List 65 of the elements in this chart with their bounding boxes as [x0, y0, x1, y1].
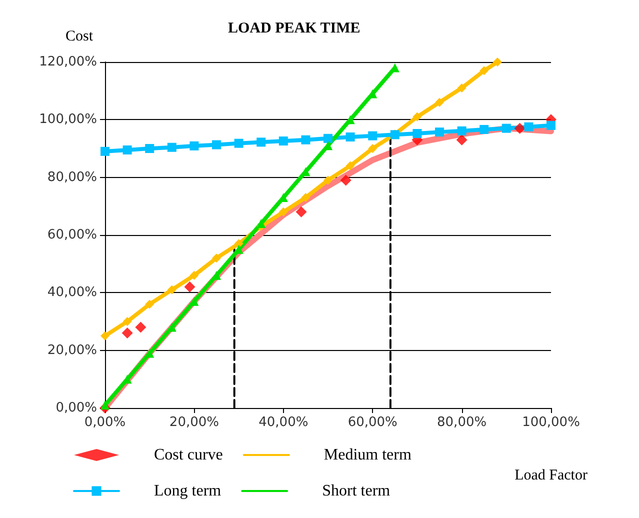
point	[190, 141, 199, 150]
point	[324, 176, 332, 185]
point	[346, 132, 355, 142]
x-axis-title: Load Factor	[514, 468, 588, 484]
point	[167, 285, 176, 294]
point	[145, 300, 154, 309]
point	[122, 317, 132, 326]
x-tick-label: 60,00%	[348, 415, 398, 430]
point	[278, 136, 288, 146]
point	[234, 239, 244, 248]
point	[412, 112, 422, 122]
point	[100, 146, 110, 156]
x-tick-label: 80,00%	[437, 415, 487, 430]
point	[412, 129, 422, 138]
point	[301, 193, 310, 202]
point	[340, 174, 352, 186]
point	[145, 144, 154, 153]
y-tick-label: 40,00%	[47, 285, 97, 300]
point	[457, 126, 466, 136]
point	[234, 138, 244, 148]
chart-title: LOAD PEAK TIME	[228, 20, 360, 36]
point	[301, 135, 310, 144]
legend-label: Medium term	[324, 446, 412, 464]
point	[502, 124, 511, 133]
y-tick-label: 80,00%	[47, 170, 97, 185]
y-tick-label: 0,00%	[56, 400, 97, 416]
point	[122, 145, 132, 154]
y-tick-label: 120,00%	[39, 54, 97, 70]
point	[456, 134, 468, 146]
point	[492, 58, 502, 66]
point	[190, 270, 199, 280]
point	[514, 122, 526, 134]
point	[256, 138, 266, 147]
point	[435, 128, 444, 137]
x-tick-label: 20,00%	[169, 415, 219, 430]
point	[212, 254, 221, 263]
point	[524, 122, 534, 132]
point	[135, 322, 146, 333]
point	[296, 206, 307, 218]
legend-label: Short term	[322, 482, 391, 500]
x-tick-label: 40,00%	[258, 415, 308, 430]
point	[324, 134, 332, 143]
y-tick-label: 100,00%	[39, 112, 97, 128]
legend-label: Cost curve	[154, 446, 223, 464]
y-tick-label: 60,00%	[47, 228, 97, 242]
point	[212, 140, 221, 150]
point	[457, 83, 466, 92]
point	[368, 131, 378, 140]
x-tick-label: 100,00%	[522, 415, 580, 430]
point	[480, 124, 489, 134]
point	[256, 218, 266, 228]
point	[435, 98, 444, 107]
point	[480, 66, 489, 76]
x-tick-label: 0,00%	[84, 415, 126, 430]
y-tick-label: 20,00%	[47, 342, 97, 358]
point	[167, 142, 176, 152]
point	[346, 161, 355, 170]
legend-label: Long term	[154, 482, 222, 500]
point	[122, 328, 133, 339]
point	[100, 331, 110, 340]
point	[546, 120, 556, 130]
point	[368, 144, 378, 153]
y-axis-title: Cost	[65, 28, 94, 44]
point	[184, 281, 196, 292]
point	[278, 207, 288, 216]
